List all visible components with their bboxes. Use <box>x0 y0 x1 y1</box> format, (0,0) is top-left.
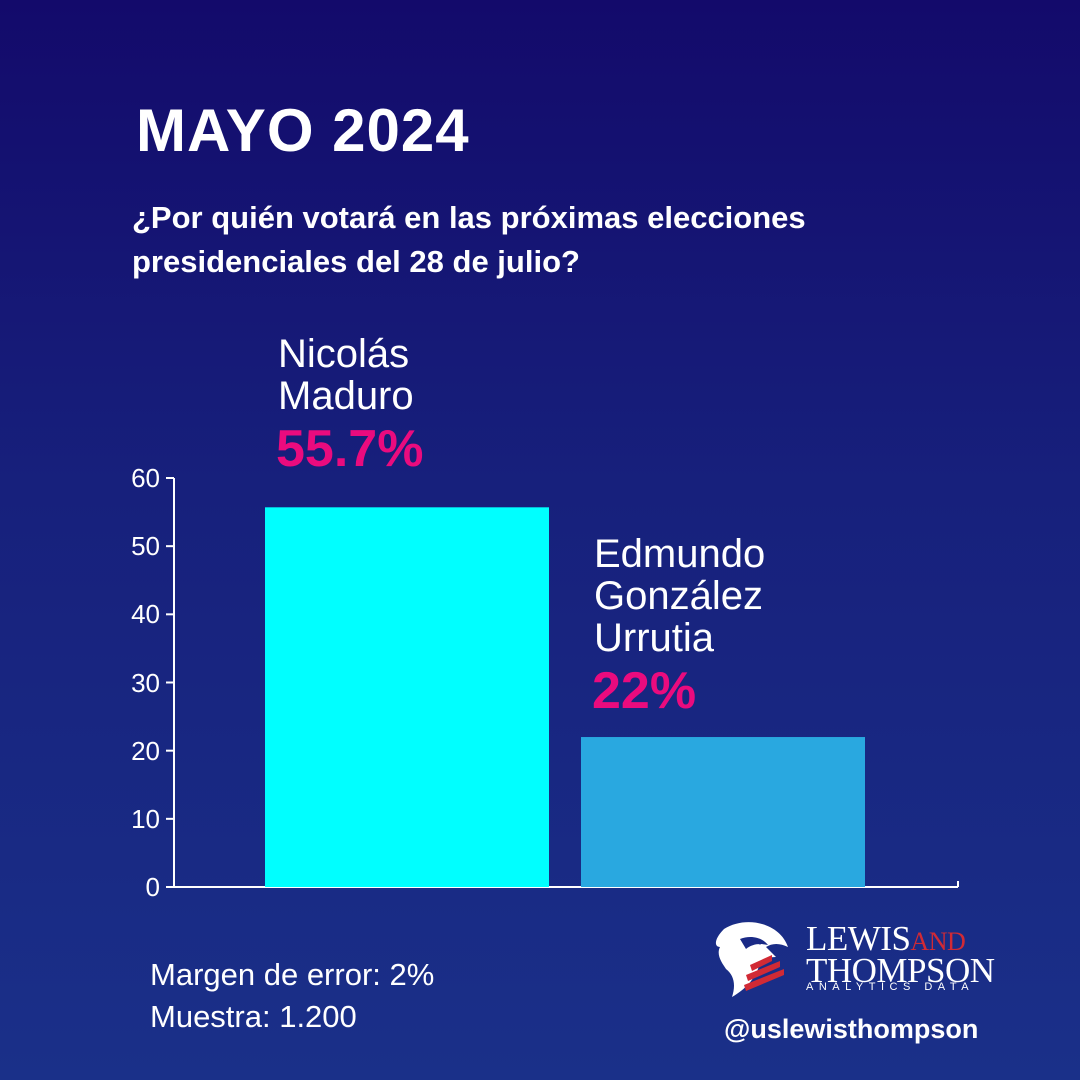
y-tick-label: 20 <box>131 735 160 766</box>
y-tick-label: 60 <box>131 463 160 493</box>
y-tick-label: 50 <box>131 531 160 562</box>
y-tick-label: 40 <box>131 599 160 630</box>
chart-footnote: Margen de error: 2% Muestra: 1.200 <box>150 954 434 1038</box>
category-label-2: Edmundo González Urrutia <box>594 532 766 660</box>
chart-subtitle: ¿Por quién votará en las próximas elecci… <box>132 200 806 279</box>
y-tick-label: 10 <box>131 803 160 834</box>
brand-name: LEWISAND THOMPSON <box>806 921 995 990</box>
brand-name-lewis: LEWIS <box>806 919 911 958</box>
bar-1 <box>265 507 549 887</box>
bar-2 <box>581 737 865 887</box>
value-label-1: 55.7% <box>276 420 424 478</box>
chart-title: MAYO 2024 <box>136 97 470 164</box>
category-label-1: Nicolás Maduro <box>278 332 414 418</box>
eagle-logo-icon <box>715 922 788 997</box>
y-tick-label: 0 <box>145 872 160 902</box>
brand-tagline: ANALYTICS DATA <box>806 981 975 993</box>
brand-name-and: AND <box>910 927 966 956</box>
y-tick-label: 30 <box>131 667 160 698</box>
brand-name-thompson: THOMPSON <box>806 951 995 990</box>
sample-size: Muestra: 1.200 <box>150 999 357 1034</box>
value-label-2: 22% <box>592 662 697 720</box>
social-handle: @uslewisthompson <box>724 1014 979 1044</box>
margin-of-error: Margen de error: 2% <box>150 957 435 992</box>
